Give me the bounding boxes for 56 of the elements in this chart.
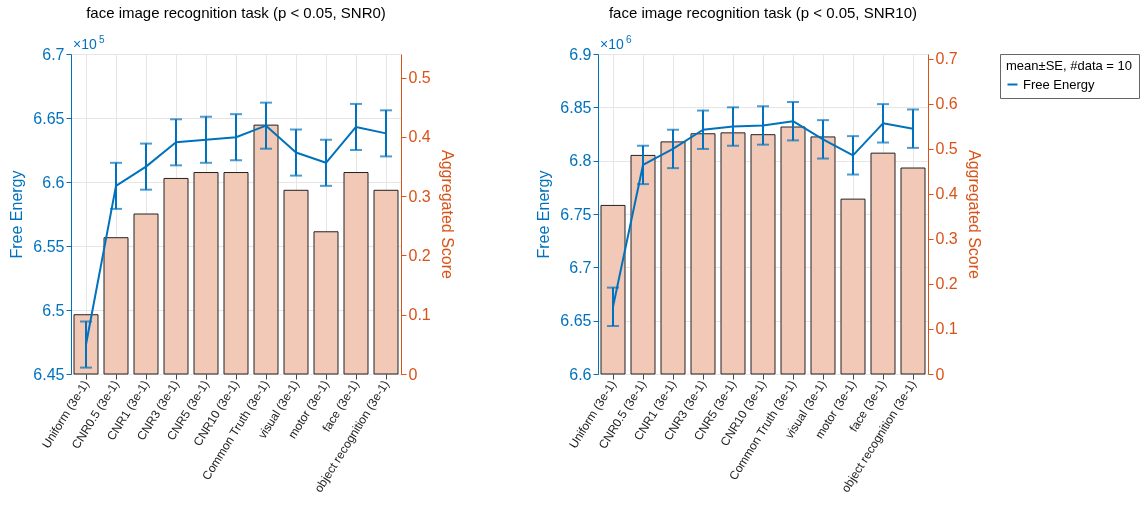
y2-axis-title: Aggregated Score: [438, 150, 456, 280]
y2-tick-label: 0.3: [935, 230, 958, 248]
legend-label: Free Energy: [1023, 76, 1096, 92]
y2-tick-label: 0.1: [935, 320, 958, 338]
bar: [810, 136, 836, 375]
y-tick-label: 6.65: [560, 312, 592, 330]
bar: [133, 213, 159, 375]
y2-tick-label: 0.2: [408, 246, 431, 264]
y-tick-label: 6.45: [33, 365, 65, 383]
bar: [840, 198, 866, 375]
bar: [253, 124, 279, 375]
y-tick-label: 6.55: [33, 237, 65, 255]
bar: [750, 134, 776, 375]
bar: [870, 152, 896, 375]
bar: [103, 237, 129, 375]
y-tick-label: 6.65: [33, 109, 65, 127]
bar: [313, 231, 339, 375]
bar: [630, 154, 656, 375]
bar: [163, 177, 189, 375]
bar: [600, 204, 626, 375]
chart-title: face image recognition task (p < 0.05, SNR10): [608, 4, 918, 21]
bar: [900, 167, 926, 375]
bar: [193, 172, 219, 375]
y2-tick-label: 0.1: [408, 306, 431, 324]
bar: [373, 189, 399, 375]
bar: [223, 172, 249, 375]
y-axis-title: Free Energy: [8, 170, 26, 259]
y2-tick-label: 0.6: [935, 95, 958, 113]
y-tick-label: 6.8: [569, 152, 592, 170]
y2-tick-label: 0: [935, 365, 945, 383]
chart-title: face image recognition task (p < 0.05, SNR0): [86, 4, 386, 21]
y2-tick-label: 0.5: [935, 140, 958, 158]
bar: [720, 132, 746, 375]
bar: [660, 141, 686, 375]
y-axis-title: Free Energy: [535, 170, 553, 259]
y2-tick-label: 0.2: [935, 275, 958, 293]
y2-tick-label: 0.4: [408, 128, 431, 146]
y2-tick-label: 0.3: [408, 187, 431, 205]
legend-title: mean±SE, #data = 10: [1006, 58, 1133, 73]
bar: [343, 172, 369, 375]
bar: [283, 189, 309, 375]
y-tick-label: 6.85: [560, 98, 592, 116]
y-tick-label: 6.6: [569, 365, 592, 383]
y2-tick-label: 0: [408, 365, 418, 383]
y-tick-label: 6.6: [42, 173, 65, 191]
y-tick-label: 6.75: [560, 205, 592, 223]
y-tick-label: 6.7: [569, 258, 592, 276]
y2-tick-label: 0.7: [935, 50, 958, 68]
y2-tick-label: 0.5: [408, 69, 431, 87]
y-tick-label: 6.5: [42, 301, 65, 319]
y-tick-label: 6.9: [569, 45, 592, 63]
bar: [690, 133, 716, 375]
bar: [780, 126, 806, 375]
y2-axis-title: Aggregated Score: [965, 150, 983, 280]
y-tick-label: 6.7: [42, 45, 65, 63]
y2-tick-label: 0.4: [935, 185, 958, 203]
